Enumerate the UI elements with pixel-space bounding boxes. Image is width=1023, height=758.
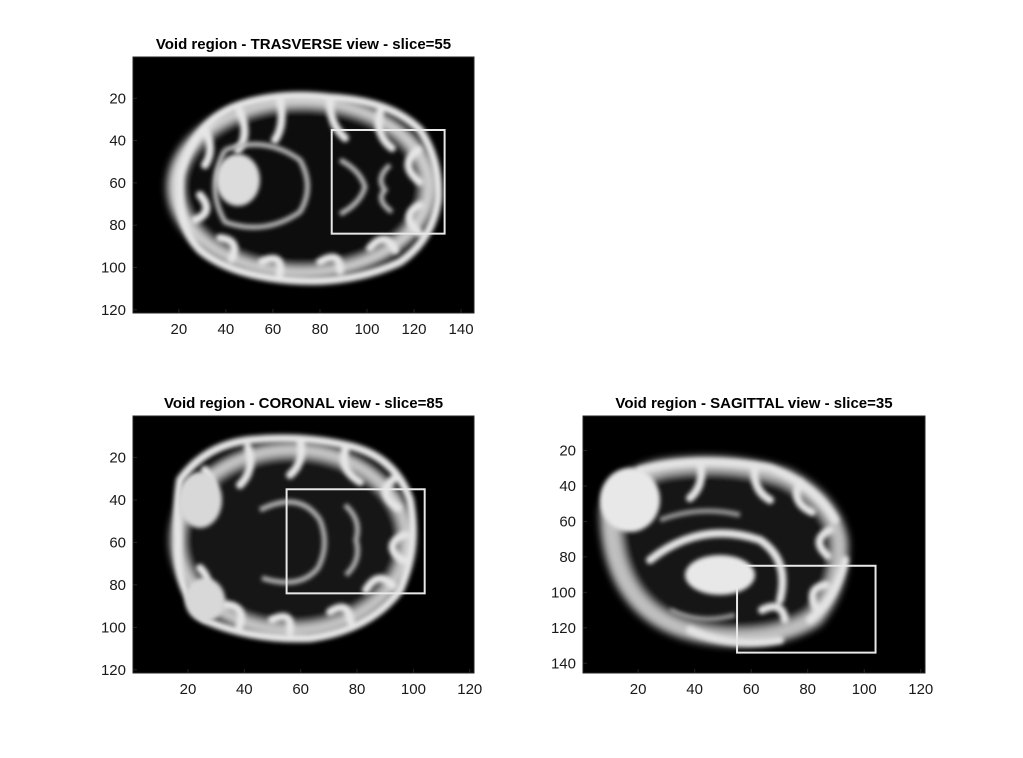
x-tick-label: 100 (354, 321, 379, 338)
y-tick-label: 80 (559, 549, 576, 566)
x-tick-label: 120 (457, 681, 482, 698)
axes-frame-coronal (132, 415, 475, 674)
x-tick-label: 120 (908, 681, 933, 698)
x-tick-label: 100 (852, 681, 877, 698)
y-tick-label: 120 (551, 620, 576, 637)
y-tick-label: 20 (109, 90, 126, 107)
x-tick-label: 120 (402, 321, 427, 338)
x-tick-label: 80 (312, 321, 329, 338)
x-tick-label: 60 (743, 681, 760, 698)
axis-ticks-sagittal: 20 40 60 80 100 120 20 40 60 80 100 120 140 (551, 443, 933, 698)
roi-box-sagittal (736, 564, 877, 654)
panel-sagittal: Void region - SAGITTAL view - slice=35 (551, 395, 933, 698)
y-tick-label: 80 (109, 217, 126, 234)
x-tick-label: 80 (799, 681, 816, 698)
y-tick-label: 20 (559, 443, 576, 460)
panel-coronal: Void region - CORONAL view - slice=85 (101, 395, 482, 698)
x-tick-label: 60 (292, 681, 309, 698)
roi-box-coronal (285, 488, 426, 595)
panel-transverse: Void region - TRASVERSE view - slice=55 (101, 36, 475, 338)
brain-tissue-transverse (167, 92, 443, 285)
x-tick-label: 40 (236, 681, 253, 698)
axis-ticks-coronal: 20 40 60 80 100 120 20 40 60 80 100 120 (101, 449, 482, 698)
y-tick-label: 100 (551, 584, 576, 601)
roi-box-transverse (330, 128, 446, 235)
x-tick-label: 60 (265, 321, 282, 338)
y-tick-label: 40 (109, 133, 126, 150)
brain-tissue-coronal (170, 434, 417, 643)
y-tick-label: 60 (109, 175, 126, 192)
y-tick-label: 20 (109, 449, 126, 466)
y-tick-label: 140 (551, 655, 576, 672)
x-tick-label: 40 (218, 321, 235, 338)
panel-title-sagittal: Void region - SAGITTAL view - slice=35 (615, 395, 892, 412)
axis-ticks-transverse: 20 40 60 80 100 120 140 20 40 60 80 100 120 (101, 90, 474, 338)
panel-title-coronal: Void region - CORONAL view - slice=85 (164, 395, 443, 412)
x-tick-label: 20 (180, 681, 197, 698)
y-tick-label: 60 (559, 513, 576, 530)
y-tick-label: 40 (559, 478, 576, 495)
axes-frame-transverse (132, 56, 475, 314)
x-tick-label: 100 (401, 681, 426, 698)
y-tick-label: 120 (101, 302, 126, 319)
panel-title-transverse: Void region - TRASVERSE view - slice=55 (156, 36, 451, 53)
x-tick-label: 80 (349, 681, 366, 698)
x-tick-label: 20 (171, 321, 188, 338)
y-tick-label: 60 (109, 534, 126, 551)
y-tick-label: 40 (109, 492, 126, 509)
y-tick-label: 120 (101, 662, 126, 679)
x-tick-label: 20 (630, 681, 647, 698)
y-tick-label: 100 (101, 260, 126, 277)
axes-frame-sagittal (582, 415, 926, 674)
y-tick-label: 100 (101, 619, 126, 636)
x-tick-label: 140 (449, 321, 474, 338)
x-tick-label: 40 (686, 681, 703, 698)
y-tick-label: 80 (109, 577, 126, 594)
